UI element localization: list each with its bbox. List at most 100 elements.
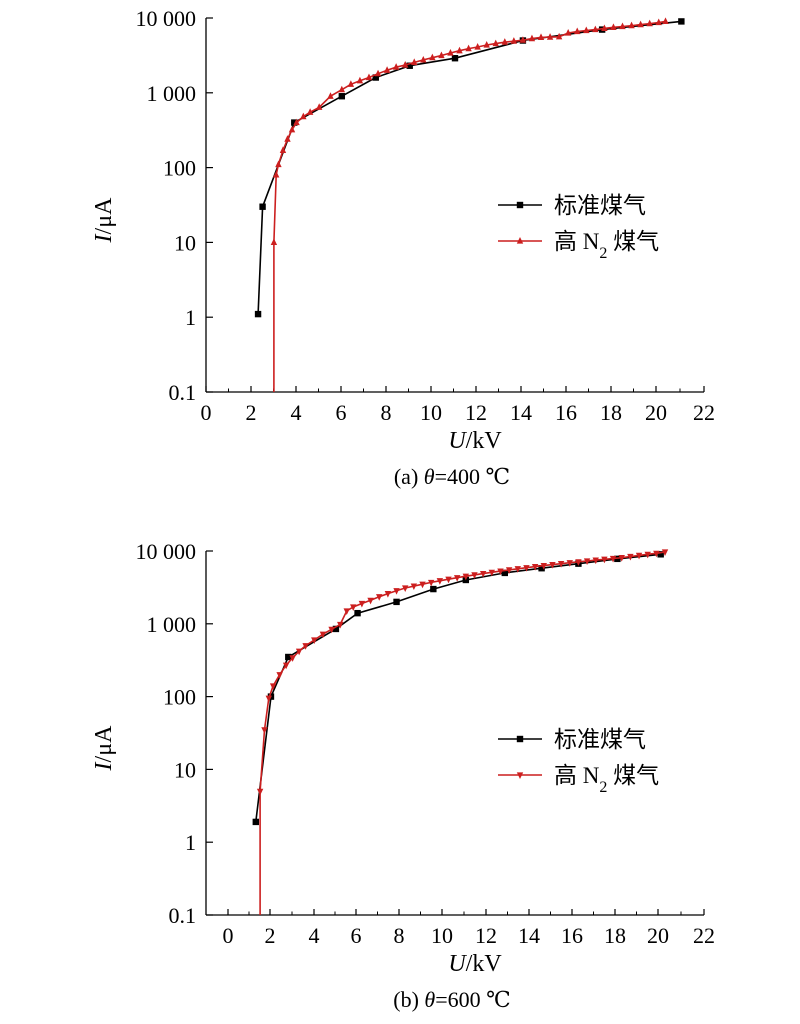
y-tick-label: 100 — [163, 156, 196, 181]
data-point — [610, 23, 617, 30]
data-point — [269, 683, 277, 690]
y-tick-label: 100 — [163, 685, 196, 710]
data-point — [436, 578, 444, 585]
data-point — [628, 21, 635, 29]
data-point — [252, 818, 259, 826]
legend-swatch-marker — [516, 237, 524, 244]
x-tick-label: 4 — [291, 400, 302, 425]
data-point — [657, 551, 664, 558]
chart-caption: (a) θ=400 ℃ — [394, 464, 510, 489]
data-point — [300, 112, 307, 120]
x-tick-label: 10 — [420, 400, 442, 425]
data-point — [272, 170, 280, 178]
data-point — [429, 53, 436, 61]
y-tick-label: 1 000 — [147, 81, 197, 106]
data-point — [655, 18, 662, 26]
data-point — [410, 583, 418, 591]
data-point — [662, 17, 669, 25]
data-point — [474, 42, 481, 50]
data-point — [259, 203, 266, 210]
data-point — [653, 550, 660, 558]
data-point — [285, 653, 292, 661]
data-point — [293, 118, 300, 126]
data-point — [637, 20, 644, 28]
data-point — [306, 108, 314, 115]
data-point — [284, 135, 291, 142]
data-point — [618, 555, 625, 562]
data-point — [256, 788, 264, 796]
data-point — [538, 565, 545, 572]
x-tick-label: 18 — [600, 400, 622, 425]
data-point — [546, 33, 554, 40]
data-point — [338, 93, 346, 100]
data-point — [488, 569, 496, 577]
data-point — [564, 29, 572, 36]
data-point — [501, 38, 508, 45]
data-point — [646, 19, 653, 27]
data-point — [678, 18, 685, 25]
data-point — [261, 727, 268, 734]
data-point — [430, 585, 437, 593]
y-tick-label: 10 — [174, 757, 196, 782]
x-tick-label: 8 — [394, 923, 405, 948]
data-point — [497, 568, 504, 576]
series-1 — [270, 17, 669, 392]
x-tick-label: 2 — [246, 400, 257, 425]
data-point — [483, 41, 490, 48]
data-point — [338, 85, 346, 93]
data-point — [295, 648, 303, 656]
data-point — [555, 32, 563, 40]
data-point — [332, 625, 340, 633]
data-point — [275, 160, 282, 168]
data-point — [319, 631, 327, 639]
data-point — [265, 695, 272, 703]
chart-caption: (b) θ=600 ℃ — [393, 987, 511, 1012]
data-point — [420, 55, 427, 63]
data-point — [456, 46, 463, 54]
data-point — [327, 92, 334, 99]
data-point — [601, 556, 608, 564]
x-tick-label: 16 — [555, 400, 577, 425]
x-tick-label: 22 — [693, 400, 715, 425]
x-tick-label: 2 — [265, 923, 276, 948]
x-axis-title: U/kV — [448, 428, 502, 454]
data-point — [289, 655, 296, 662]
data-point — [549, 562, 556, 569]
x-tick-label: 0 — [223, 923, 234, 948]
y-tick-label: 0.1 — [169, 903, 197, 928]
data-point — [302, 643, 309, 650]
x-tick-label: 10 — [431, 923, 453, 948]
chart-panel-a: 0 2 4 6 8 10 12 14 16 18 20 22 0.1 1 10 100 1 000 10 000 U… — [91, 6, 715, 489]
data-point — [492, 39, 499, 47]
x-tick-label: 0 — [201, 400, 212, 425]
data-point — [635, 552, 643, 560]
data-point — [354, 609, 361, 617]
x-tick-label: 6 — [351, 923, 362, 948]
data-point — [291, 119, 298, 126]
data-point — [392, 63, 400, 70]
data-point — [365, 73, 373, 81]
data-point — [276, 672, 283, 679]
data-point — [288, 125, 296, 133]
data-point — [592, 25, 599, 33]
data-point — [402, 585, 409, 593]
data-point — [514, 566, 521, 573]
data-point — [451, 55, 459, 62]
data-point — [575, 559, 582, 566]
data-point — [609, 555, 617, 563]
x-tick-label: 6 — [336, 400, 347, 425]
data-point — [471, 572, 478, 579]
data-point — [374, 69, 382, 77]
data-point — [372, 74, 379, 81]
x-tick-label: 18 — [604, 923, 626, 948]
data-point — [566, 560, 573, 567]
data-point — [462, 573, 470, 581]
data-point — [537, 33, 545, 41]
data-point — [447, 49, 454, 56]
data-point — [406, 62, 413, 69]
legend-label: 高 N2 煤气 — [554, 763, 659, 796]
data-point — [557, 561, 565, 568]
data-point — [438, 51, 445, 59]
y-tick-label: 1 — [185, 830, 196, 855]
x-tick-label: 14 — [510, 400, 532, 425]
